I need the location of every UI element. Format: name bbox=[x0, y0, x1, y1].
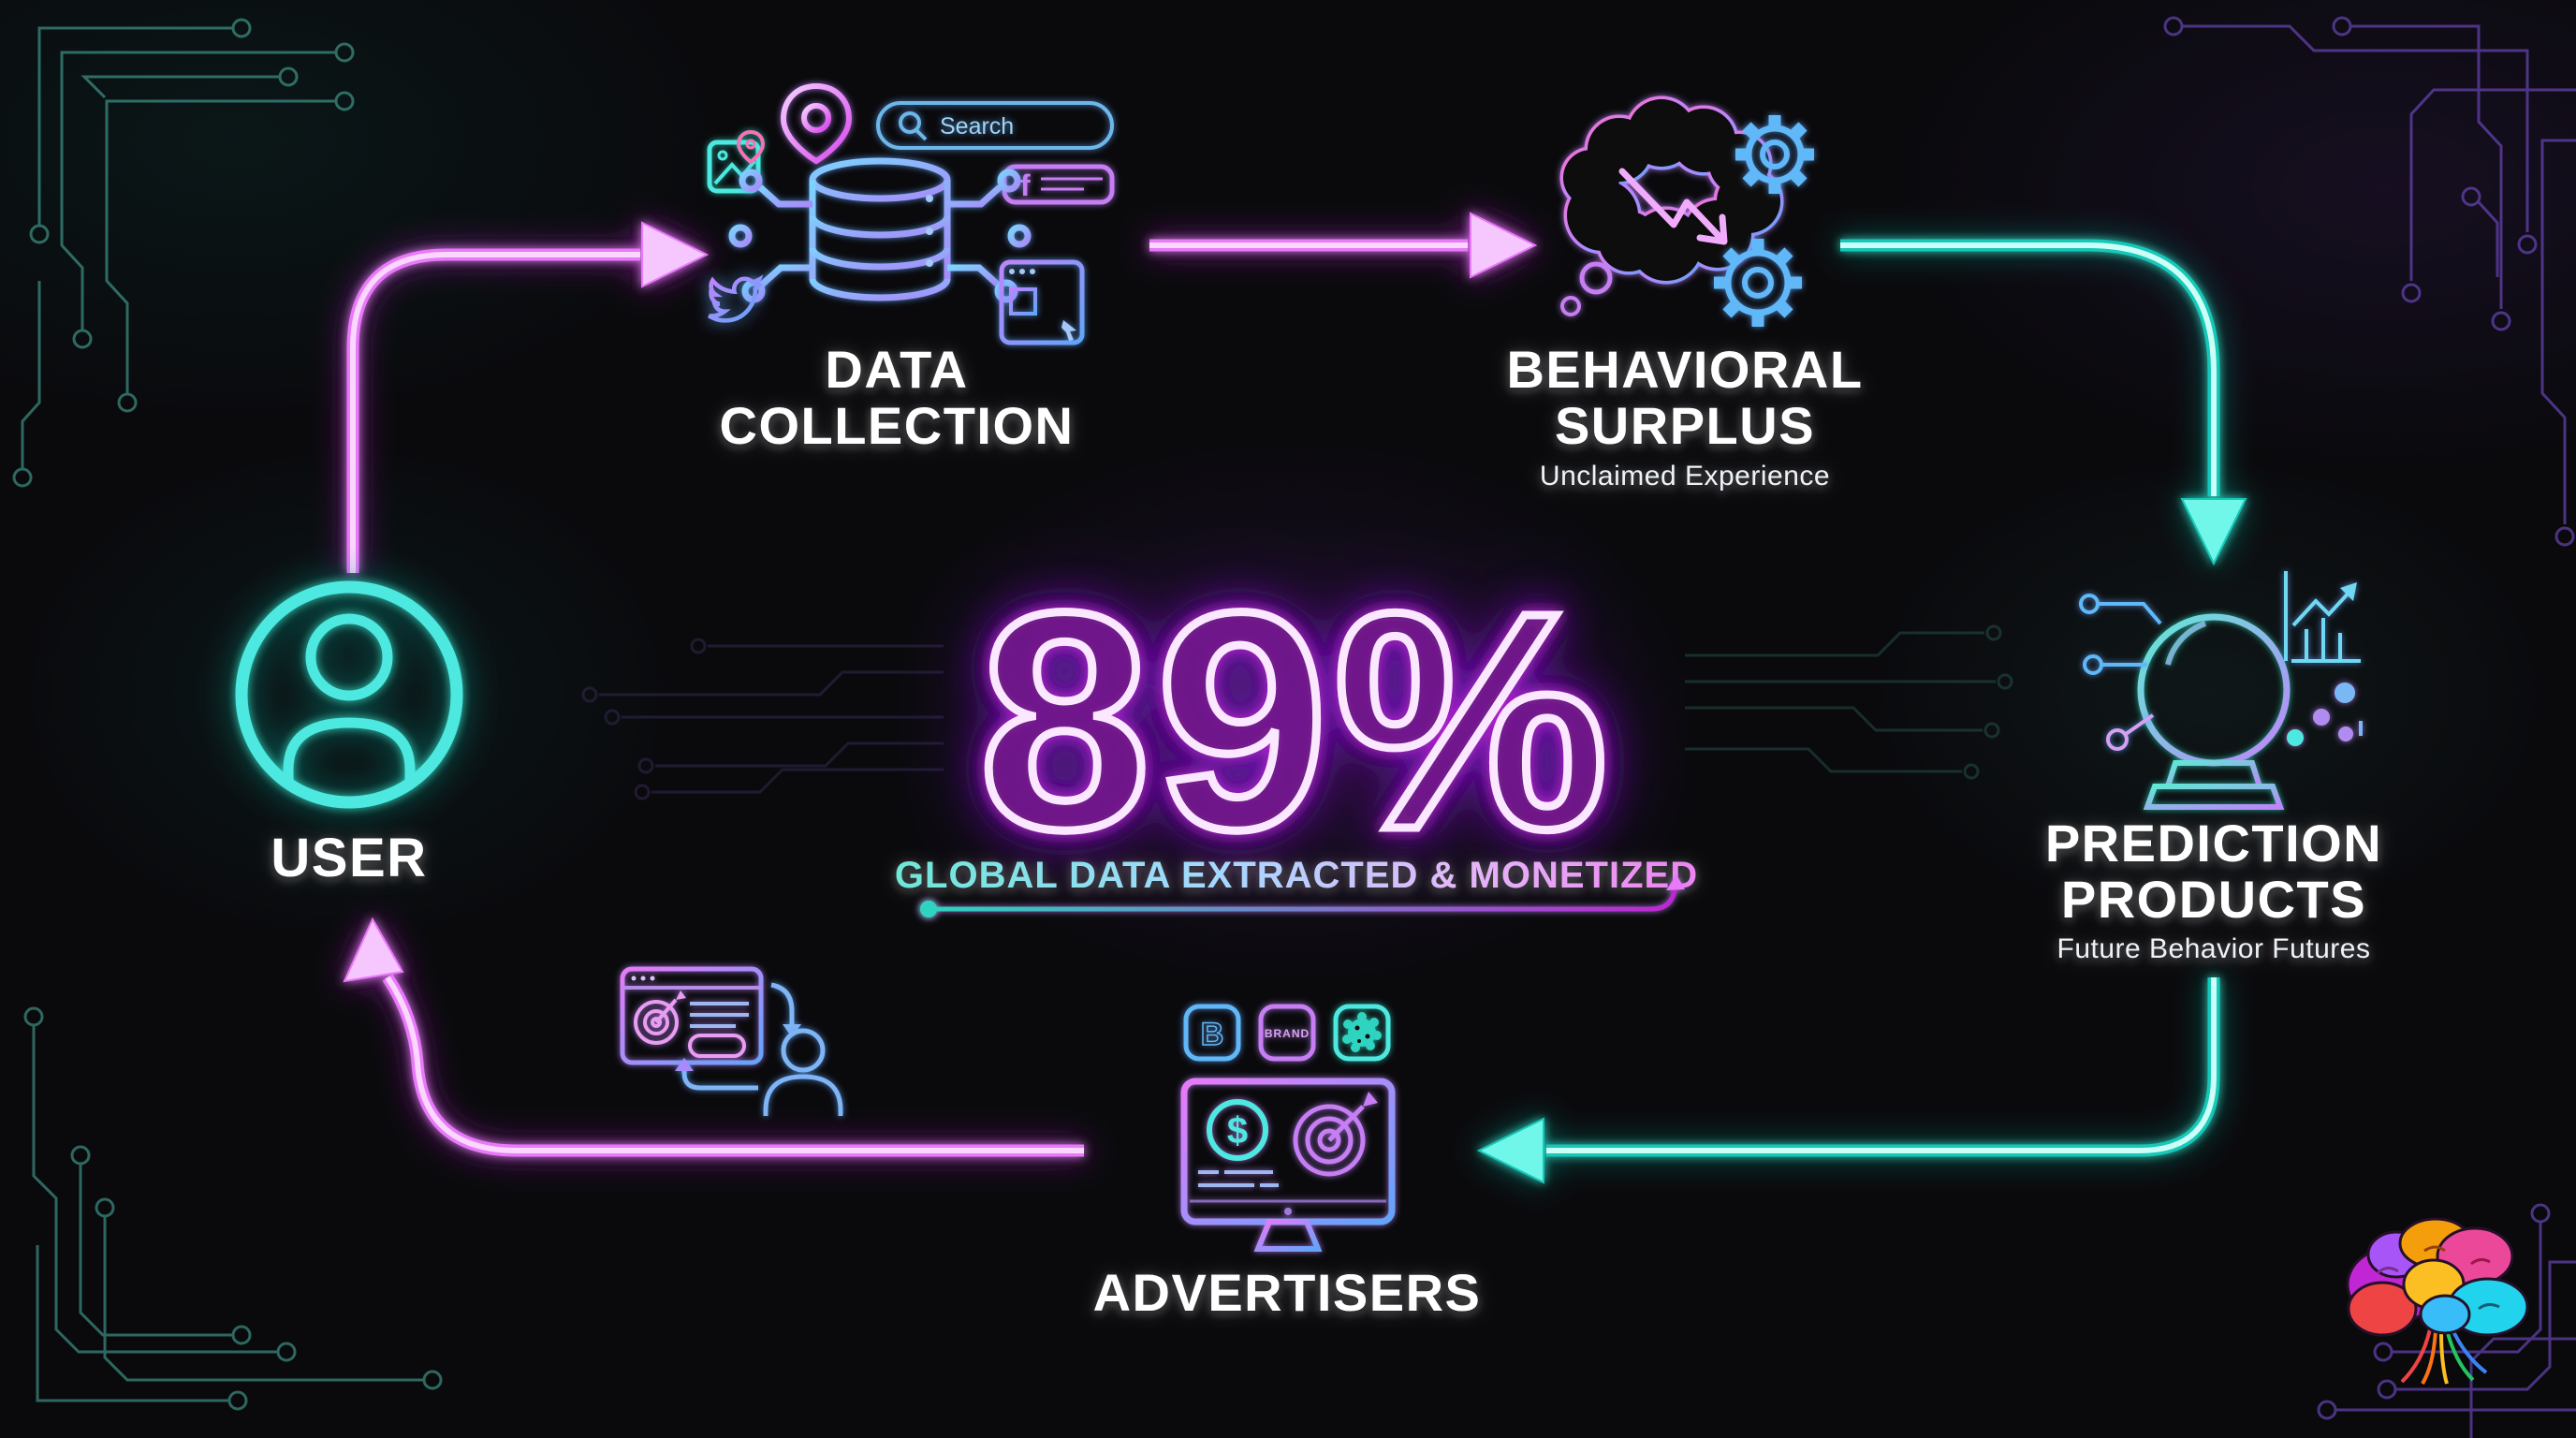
behavioral-surplus-node: BEHAVIORAL SURPLUS Unclaimed Experience bbox=[1506, 95, 1863, 492]
browser-window-icon bbox=[999, 259, 1085, 345]
advertisers-label: ADVERTISERS bbox=[1093, 1263, 1482, 1322]
behavioral-title-line2: SURPLUS bbox=[1555, 396, 1815, 455]
data-dots bbox=[2287, 682, 2363, 746]
prediction-title-line2: PRODUCTS bbox=[2061, 870, 2366, 929]
data-collection-node: Search f bbox=[707, 82, 1115, 455]
brand-text: BRAND bbox=[1265, 1027, 1310, 1040]
user-node: USER bbox=[235, 580, 463, 888]
brand-app-icon-blob bbox=[1333, 1004, 1391, 1062]
behavioral-title-line1: BEHAVIORAL bbox=[1506, 340, 1863, 399]
person-icon bbox=[763, 1028, 843, 1116]
stat-underline bbox=[920, 874, 1685, 917]
target-icon bbox=[1293, 1092, 1378, 1177]
arrow-behavioral-to-prediction bbox=[1840, 239, 2247, 566]
circuit-trace-bottom-left bbox=[23, 1006, 443, 1411]
data-collection-title-line2: COLLECTION bbox=[720, 396, 1075, 455]
monitor-stand bbox=[1253, 1219, 1323, 1252]
sparkle-icon bbox=[2237, 638, 2267, 680]
prediction-title-line1: PREDICTION bbox=[2045, 814, 2382, 873]
data-collection-title-line1: DATA bbox=[825, 340, 968, 399]
brand-app-icon-brand: BRAND bbox=[1258, 1004, 1316, 1062]
search-icon bbox=[899, 111, 921, 134]
location-pin-icon bbox=[780, 82, 853, 165]
gear-icon bbox=[1735, 115, 1814, 194]
arrow-data-to-behavioral bbox=[1149, 212, 1538, 279]
twitter-icon bbox=[708, 274, 764, 323]
underline-arrowhead-icon bbox=[1666, 874, 1685, 890]
facebook-form-icon: f bbox=[1002, 164, 1115, 205]
arrowhead-up-icon bbox=[343, 917, 404, 983]
arrowhead-left-icon bbox=[1476, 1117, 1544, 1184]
photo-map-icon bbox=[707, 129, 766, 194]
growth-chart-icon bbox=[2284, 571, 2361, 663]
cursor-icon bbox=[1061, 320, 1076, 341]
prediction-subtitle: Future Behavior Futures bbox=[2057, 933, 2371, 964]
brain-logo bbox=[2346, 1217, 2529, 1385]
ad-monitor-icon: $ bbox=[1180, 1078, 1396, 1259]
underline-dot-icon bbox=[920, 901, 937, 917]
arrow-user-to-data-collection bbox=[346, 221, 710, 573]
circuit-trace-top-right bbox=[2163, 16, 2576, 547]
mini-target-icon bbox=[634, 990, 686, 1045]
center-stat: 89% GLOBAL DATA EXTRACTED & MONETIZED bbox=[895, 544, 1698, 917]
user-icon bbox=[235, 580, 463, 809]
arrow-prediction-to-advertisers bbox=[1476, 977, 2220, 1184]
retargeting-cluster bbox=[620, 966, 843, 1116]
crystal-ball-icon bbox=[2137, 613, 2291, 810]
cycle-arrows-icon bbox=[675, 982, 801, 1091]
stat-caption: GLOBAL DATA EXTRACTED & MONETIZED bbox=[895, 855, 1698, 896]
gear-icon bbox=[1714, 239, 1802, 327]
arrowhead-down-icon bbox=[2180, 498, 2247, 566]
prediction-circuit-nodes bbox=[2079, 594, 2162, 751]
circuit-trace-center-right bbox=[1685, 624, 2013, 780]
brand-b-glyph: B bbox=[1201, 1017, 1224, 1052]
search-bar: Search bbox=[876, 101, 1114, 150]
thought-cloud-icon bbox=[1559, 95, 1784, 316]
circuit-trace-center-left bbox=[581, 638, 944, 800]
zigzag-arrow-icon bbox=[1618, 168, 1728, 245]
prediction-products-node: PREDICTION PRODUCTS Future Behavior Futu… bbox=[2045, 571, 2382, 964]
arrow-advertisers-to-user bbox=[343, 917, 1084, 1157]
brand-app-icon-b: B bbox=[1183, 1004, 1241, 1062]
arrowhead-right-icon bbox=[641, 221, 710, 288]
dollar-icon: $ bbox=[1207, 1099, 1268, 1161]
stat-value: 89% bbox=[979, 548, 1614, 893]
advertisers-node: B BRAND $ bbox=[1093, 1004, 1482, 1322]
circuit-trace-top-left bbox=[12, 18, 355, 488]
arrowhead-right-icon bbox=[1470, 212, 1538, 279]
svg-text:$: $ bbox=[1227, 1110, 1248, 1152]
user-label: USER bbox=[271, 828, 427, 888]
search-text: Search bbox=[940, 113, 1014, 139]
facebook-glyph: f bbox=[1020, 169, 1031, 202]
behavioral-subtitle: Unclaimed Experience bbox=[1540, 461, 1830, 492]
database-icon bbox=[728, 157, 1032, 303]
retarget-browser-icon bbox=[620, 966, 764, 1065]
